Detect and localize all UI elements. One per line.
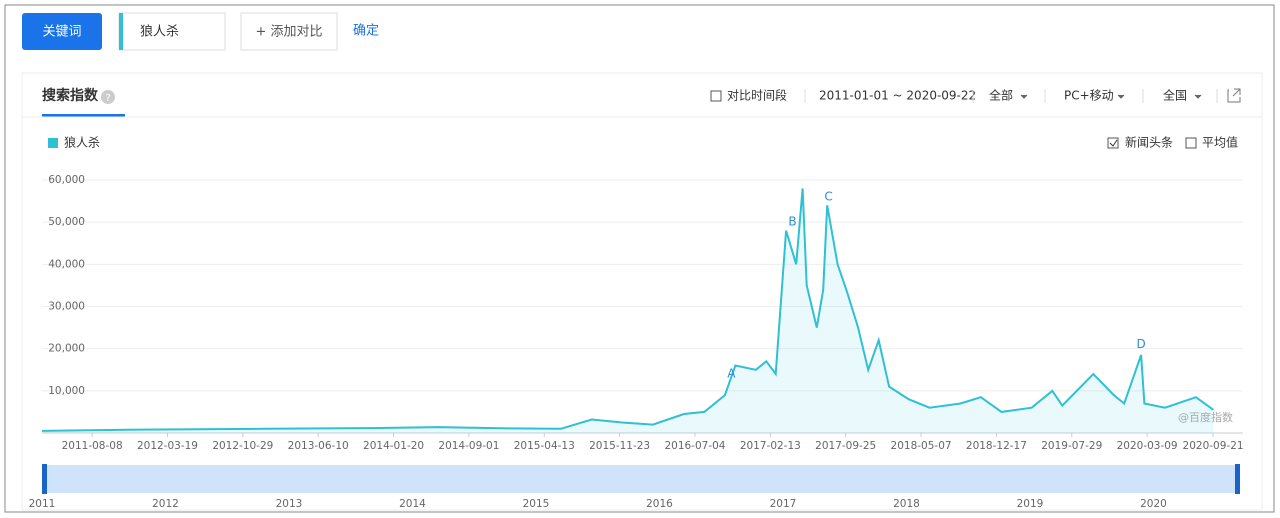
- add-compare-button[interactable]: [240, 12, 338, 51]
- legend-label[interactable]: 狼人杀: [64, 135, 100, 150]
- navigator[interactable]: [42, 465, 1238, 493]
- legend-swatch: [48, 138, 58, 148]
- filter-device[interactable]: PC+移动: [1064, 89, 1114, 103]
- annotation: A: [727, 366, 736, 380]
- navigator-year: 2013: [276, 498, 303, 510]
- annotation: B: [788, 215, 796, 229]
- date-range[interactable]: 2011-01-01 ~ 2020-09-22: [819, 89, 976, 103]
- tab-title[interactable]: 搜索指数: [42, 87, 99, 104]
- confirm-link[interactable]: 确定: [353, 24, 379, 39]
- checkbox-checked[interactable]: [1107, 137, 1119, 149]
- annotation: C: [824, 189, 832, 203]
- help-icon-glyph: ?: [105, 93, 110, 104]
- navigator-year: 2019: [1017, 498, 1044, 510]
- keyword-input[interactable]: [118, 12, 226, 51]
- navigator-year: 2017: [770, 498, 797, 510]
- x-tick-label: 2017-09-25: [815, 440, 876, 452]
- add-compare-label[interactable]: + 添加对比: [255, 25, 322, 40]
- y-tick-label: 30,000: [48, 301, 85, 313]
- x-tick-label: 2013-06-10: [288, 440, 349, 452]
- navigator-year: 2014: [399, 498, 426, 510]
- tab-underline: [42, 114, 125, 117]
- navigator-year: 2011: [29, 498, 56, 510]
- input-accent: [119, 13, 123, 50]
- average-toggle[interactable]: 平均值: [1202, 135, 1238, 150]
- navigator-handle[interactable]: [1235, 464, 1240, 494]
- annotation: D: [1136, 337, 1145, 351]
- navigator-year: 2018: [893, 498, 920, 510]
- navigator-year: 2015: [523, 498, 550, 510]
- navigator-year: 2012: [152, 498, 179, 510]
- x-tick-label: 2014-01-20: [363, 440, 424, 452]
- filter-region[interactable]: 全国: [1163, 88, 1187, 103]
- x-tick-label: 2020-09-21: [1183, 440, 1244, 452]
- x-tick-label: 2014-09-01: [438, 440, 499, 452]
- navigator-handle[interactable]: [42, 464, 47, 494]
- x-tick-label: 2018-05-07: [891, 440, 952, 452]
- dropdown-arrows: [1020, 94, 1202, 99]
- x-tick-label: 2011-08-08: [62, 440, 123, 452]
- x-tick-label: 2020-03-09: [1117, 440, 1178, 452]
- checkbox[interactable]: [710, 90, 722, 102]
- x-tick-label: 2017-02-13: [740, 440, 801, 452]
- area: [42, 188, 1214, 433]
- checkbox[interactable]: [1185, 137, 1197, 149]
- keyword-button-label[interactable]: 关键词: [42, 25, 81, 40]
- y-tick-label: 60,000: [48, 174, 85, 186]
- x-tick-label: 2015-04-13: [514, 440, 575, 452]
- export-icon[interactable]: [1227, 88, 1241, 103]
- separators: [804, 89, 1218, 103]
- filter-all[interactable]: 全部: [989, 88, 1013, 103]
- y-tick-label: 40,000: [48, 258, 85, 270]
- x-tick-label: 2012-10-29: [212, 440, 273, 452]
- x-tick-label: 2018-12-17: [966, 440, 1027, 452]
- x-tick-label: 2016-07-04: [664, 440, 725, 452]
- help-icon[interactable]: [101, 90, 115, 104]
- keyword-button[interactable]: [22, 13, 102, 50]
- watermark: @百度指数: [1178, 410, 1233, 424]
- y-tick-label: 10,000: [48, 385, 85, 397]
- card: [21, 72, 1263, 511]
- check-glyph: [1109, 139, 1118, 147]
- line: [41, 188, 1214, 432]
- keyword-input-text[interactable]: 狼人杀: [140, 25, 179, 40]
- navigator-year: 2016: [646, 498, 673, 510]
- x-tick-label: 2012-03-19: [137, 440, 198, 452]
- news-toggle[interactable]: 新闻头条: [1125, 135, 1173, 150]
- navigator-year: 2020: [1140, 498, 1167, 510]
- x-tick-label: 2019-07-29: [1041, 440, 1102, 452]
- y-tick-label: 20,000: [48, 343, 85, 355]
- compare-period[interactable]: 对比时间段: [727, 88, 787, 103]
- y-tick-label: 50,000: [48, 216, 85, 228]
- x-tick-label: 2015-11-23: [589, 440, 650, 452]
